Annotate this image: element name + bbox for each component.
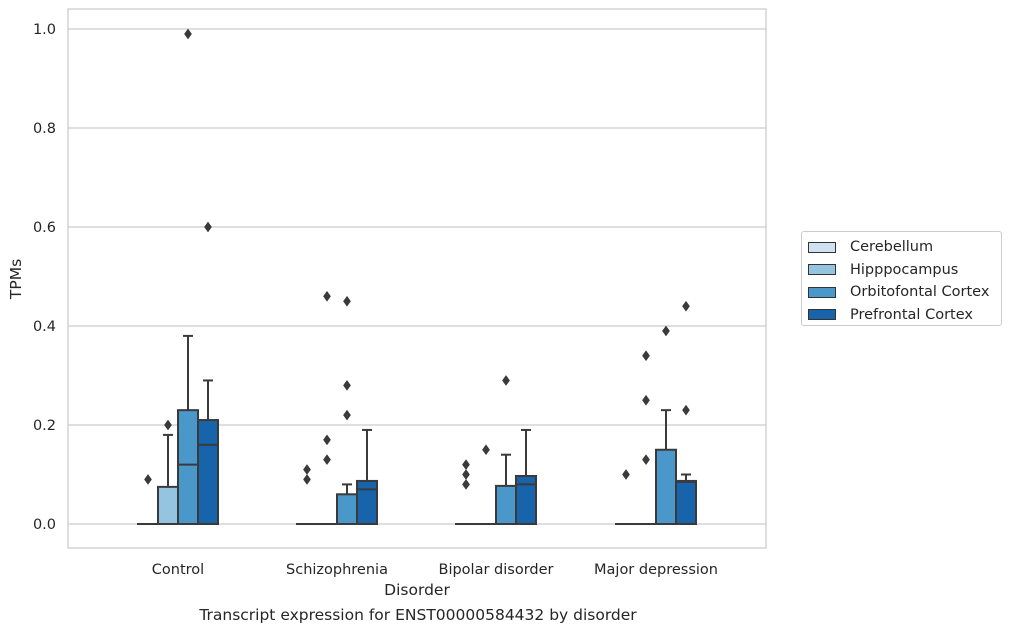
outlier-point bbox=[642, 394, 650, 406]
outlier-point bbox=[204, 221, 212, 233]
outlier-point bbox=[462, 478, 470, 490]
box-body bbox=[197, 419, 219, 525]
legend-swatch-prefrontal-cortex bbox=[808, 309, 836, 321]
outlier-point bbox=[502, 375, 510, 386]
box-1-1 bbox=[316, 290, 338, 526]
outlier-point bbox=[303, 464, 311, 475]
legend-item-orbitofrontal-cortex: Orbitofontal Cortex bbox=[808, 281, 1001, 304]
box-2-0 bbox=[455, 459, 477, 526]
outlier-point bbox=[184, 28, 192, 40]
outlier-point bbox=[622, 469, 630, 480]
y-tick-label: 0.2 bbox=[33, 418, 56, 434]
box-body bbox=[356, 479, 378, 525]
x-tick-label: Major depression bbox=[594, 562, 718, 578]
outlier-point bbox=[642, 350, 650, 362]
outlier-point bbox=[462, 459, 470, 471]
outlier-point bbox=[343, 295, 351, 307]
outlier-point bbox=[323, 434, 331, 446]
legend-label: Orbitofontal Cortex bbox=[850, 284, 990, 301]
y-axis-label: TPMs bbox=[7, 259, 25, 300]
box-body bbox=[336, 493, 358, 525]
y-tick-label: 0.4 bbox=[33, 319, 56, 335]
box-3-3 bbox=[675, 300, 697, 525]
outlier-point bbox=[682, 404, 690, 416]
box-1-2 bbox=[336, 295, 358, 525]
outlier-point bbox=[343, 409, 351, 421]
box-body bbox=[675, 479, 697, 525]
x-axis-label: Disorder bbox=[384, 581, 450, 599]
legend-label: Prefrontal Cortex bbox=[850, 306, 973, 323]
legend-swatch-hippocampus bbox=[808, 264, 836, 276]
legend-swatch-cerebellum bbox=[808, 241, 836, 253]
box-2-2 bbox=[495, 375, 517, 526]
plot-frame bbox=[67, 8, 767, 549]
x-tick-label: Schizophrenia bbox=[286, 562, 388, 578]
outlier-point bbox=[482, 444, 490, 456]
legend-item-cerebellum: Cerebellum bbox=[808, 236, 1001, 259]
x-tick-label: Bipolar disorder bbox=[439, 562, 554, 578]
box-3-1 bbox=[635, 350, 657, 526]
y-tick-labels: 0.0 0.2 0.4 0.6 0.8 1.0 bbox=[33, 22, 56, 533]
box-3-0 bbox=[615, 469, 637, 526]
legend-swatch-orbitofrontal-cortex bbox=[808, 286, 836, 298]
box-body bbox=[655, 448, 677, 525]
figure-caption: Transcript expression for ENST0000058443… bbox=[199, 606, 637, 624]
outlier-point bbox=[144, 474, 152, 485]
box-2-3 bbox=[515, 428, 537, 525]
legend-label: Hipppocampus bbox=[850, 261, 959, 278]
outlier-point bbox=[662, 325, 670, 337]
box-0-3 bbox=[197, 221, 219, 525]
y-tick-label: 0.0 bbox=[33, 517, 56, 533]
box-0-1 bbox=[157, 419, 179, 525]
box-1-0 bbox=[296, 464, 318, 526]
box-0-0 bbox=[137, 474, 159, 526]
outlier-point bbox=[323, 290, 331, 302]
y-tick-label: 1.0 bbox=[33, 22, 56, 38]
box-0-2 bbox=[177, 28, 199, 525]
box-1-3 bbox=[356, 428, 378, 525]
box-body bbox=[515, 474, 537, 525]
outlier-point bbox=[462, 469, 470, 480]
y-tick-label: 0.6 bbox=[33, 220, 56, 236]
legend-item-prefrontal-cortex: Prefrontal Cortex bbox=[808, 304, 1001, 327]
legend: Cerebellum Hipppocampus Orbitofontal Cor… bbox=[801, 231, 1002, 326]
legend-item-hippocampus: Hipppocampus bbox=[808, 259, 1001, 282]
y-tick-label: 0.8 bbox=[33, 121, 56, 137]
x-tick-label: Control bbox=[152, 562, 204, 578]
outlier-point bbox=[323, 454, 331, 466]
box-body bbox=[157, 485, 179, 525]
box-layer bbox=[137, 28, 697, 526]
outlier-point bbox=[682, 300, 690, 312]
x-tick-labels: Control Schizophrenia Bipolar disorder Majo… bbox=[152, 562, 718, 578]
outlier-point bbox=[642, 454, 650, 466]
outlier-point bbox=[343, 379, 351, 391]
legend-label: Cerebellum bbox=[850, 239, 934, 256]
box-body bbox=[177, 409, 199, 525]
outlier-point bbox=[164, 419, 172, 431]
box-body bbox=[495, 484, 517, 526]
box-2-1 bbox=[475, 444, 497, 526]
outlier-point bbox=[303, 474, 311, 485]
